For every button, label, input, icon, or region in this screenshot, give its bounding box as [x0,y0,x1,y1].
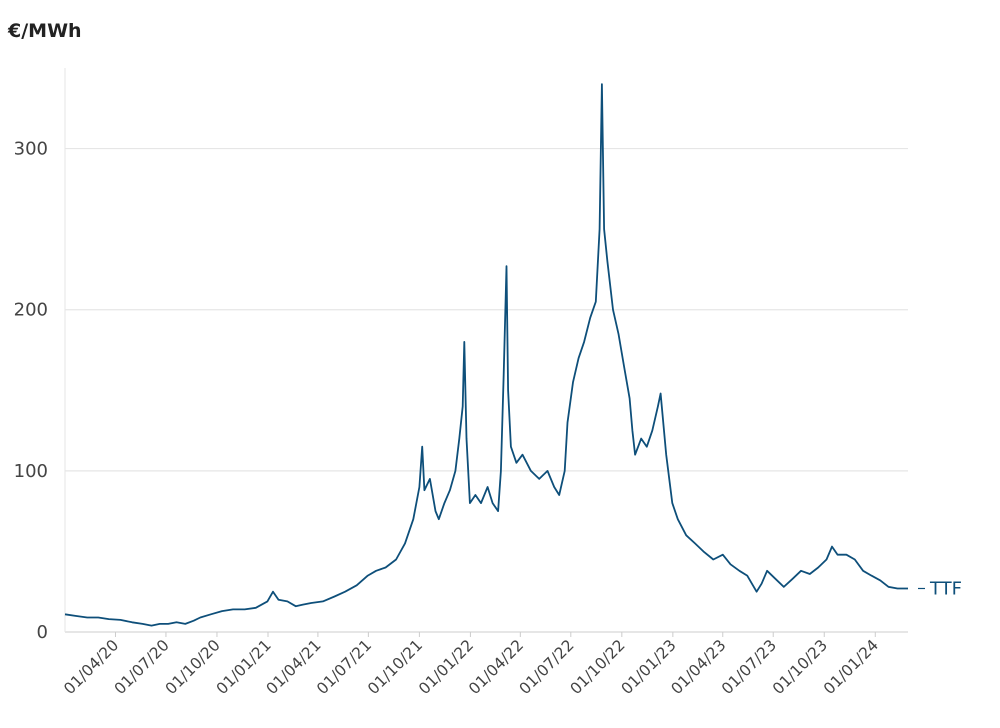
y-tick-label: 100 [14,461,48,482]
x-tick-label: 01/07/23 [718,636,780,698]
y-tick-label: 0 [37,622,48,643]
y-tick-labels: 0 100 200 300 [14,139,48,643]
gridlines [65,147,908,633]
series-label-ttf: TTF [929,578,962,599]
x-tick-label: 01/07/20 [111,636,173,698]
x-tick-labels: 01/04/2001/07/2001/10/2001/01/2101/04/21… [60,632,882,698]
x-tick-label: 01/10/22 [567,636,629,698]
y-tick-label: 200 [14,300,48,321]
x-tick-label: 01/07/22 [516,636,578,698]
x-tick-label: 01/01/24 [820,636,882,698]
x-tick-label: 01/10/21 [364,636,426,698]
x-tick-label: 01/07/21 [313,636,375,698]
x-tick-label: 01/10/20 [162,636,224,698]
x-tick-label: 01/10/23 [769,636,831,698]
y-axis-unit-label: €/MWh [8,20,82,42]
series-line-ttf [64,83,908,627]
y-tick-label: 300 [14,139,48,160]
